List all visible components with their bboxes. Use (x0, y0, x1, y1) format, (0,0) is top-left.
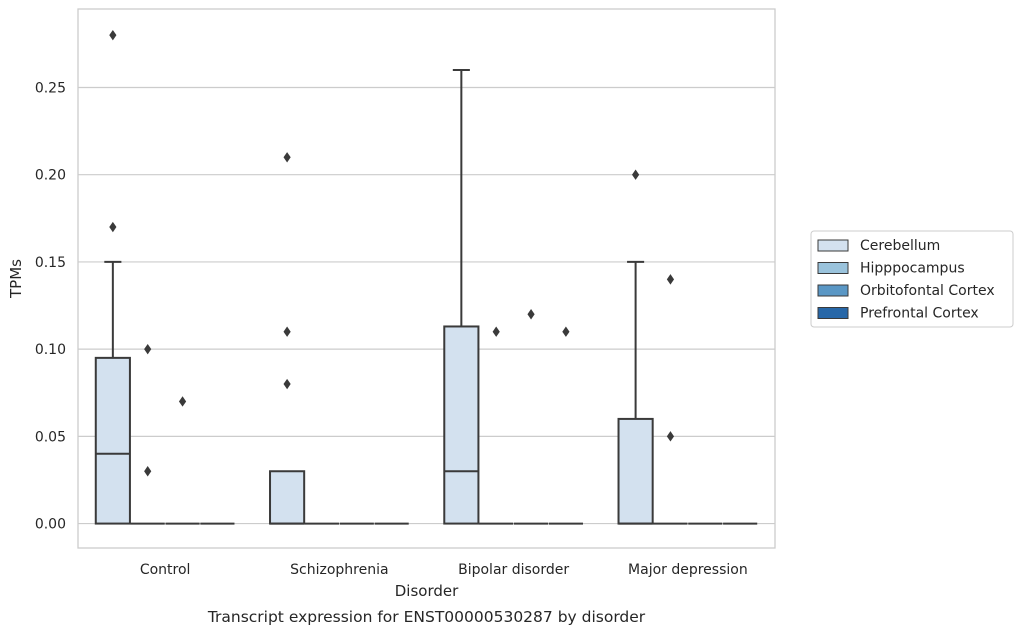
outlier-point (144, 466, 152, 477)
box-body (94, 356, 131, 525)
box-cerebellum (617, 169, 654, 525)
x-tick-labels: Control Schizophrenia Bipolar disorder Majo… (140, 562, 748, 578)
box-body (269, 470, 306, 525)
box-series (94, 29, 758, 525)
box-hipppocampus (479, 326, 514, 525)
x-tick-label: Schizophrenia (290, 562, 388, 578)
box-body (443, 325, 480, 525)
legend: Cerebellum Hipppocampus Orbitofontal Corte… (810, 230, 1014, 328)
legend-swatch (817, 307, 849, 319)
outlier-point (666, 274, 675, 285)
y-tick-label: 0.00 (35, 517, 66, 533)
box-orbitofontal-cortex (165, 396, 200, 525)
x-tick-label: Bipolar disorder (458, 562, 569, 578)
outlier-point (283, 326, 291, 337)
legend-swatch (817, 284, 849, 297)
legend-swatch (817, 239, 849, 252)
outlier-point (144, 343, 152, 355)
legend-frame (810, 230, 1014, 328)
outlier-point (562, 326, 570, 337)
chart-caption: Transcript expression for ENST0000053028… (207, 608, 646, 626)
x-axis-label: Disorder (395, 582, 459, 600)
x-tick-label: Major depression (628, 562, 748, 578)
box-hipppocampus (653, 274, 688, 525)
legend-label: Prefrontal Cortex (860, 306, 979, 322)
y-tick-label: 0.05 (35, 429, 66, 445)
legend-swatch (817, 262, 849, 274)
y-tick-label: 0.10 (35, 342, 66, 358)
outlier-point (666, 431, 675, 442)
outlier-point (283, 378, 291, 390)
y-axis-label: TPMs (7, 259, 25, 299)
box-prefrontal-cortex (548, 326, 583, 525)
outlier-point (283, 152, 291, 163)
outlier-point (178, 396, 187, 407)
plot-frame (77, 8, 776, 549)
box-cerebellum (443, 69, 480, 525)
box-hipppocampus (130, 343, 165, 525)
legend-label: Cerebellum (860, 238, 940, 254)
box-cerebellum (269, 152, 306, 525)
outlier-point (109, 221, 117, 233)
legend-label: Orbitofontal Cortex (860, 283, 995, 299)
outlier-point (492, 326, 500, 337)
x-tick-label: Control (140, 562, 191, 578)
box-orbitofontal-cortex (513, 309, 549, 525)
y-tick-labels: 0.00 0.05 0.10 0.15 0.20 0.25 (35, 80, 66, 532)
legend-label: Hipppocampus (860, 261, 965, 277)
box-cerebellum (94, 29, 131, 525)
y-tick-label: 0.15 (35, 255, 66, 271)
box-body (617, 417, 654, 525)
y-tick-label: 0.25 (35, 80, 66, 96)
outlier-point (527, 309, 535, 320)
grid-lines (78, 86, 775, 525)
y-tick-label: 0.20 (35, 168, 66, 184)
outlier-point (109, 29, 117, 41)
outlier-point (632, 169, 640, 180)
